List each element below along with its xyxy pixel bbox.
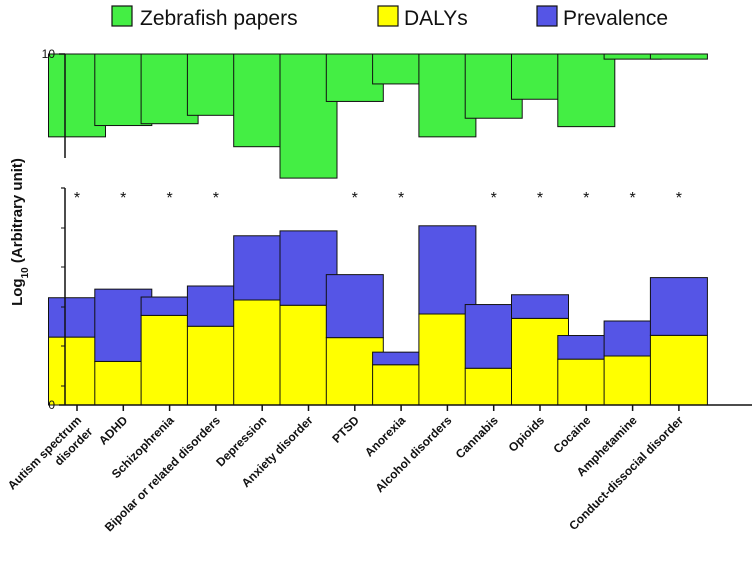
bar-prevalence-conduct-dissocial-disorder: [649, 277, 708, 336]
x-label-ptsd: PTSD: [329, 413, 362, 446]
bar-prevalence-opioids: [511, 294, 569, 319]
significance-marker: *: [166, 190, 172, 207]
y-axis-label: Log10 (Arbitrary unit): [9, 158, 31, 306]
significance-marker: *: [74, 190, 80, 207]
y-label-subscript: 10: [20, 267, 31, 279]
significance-marker: *: [537, 190, 543, 207]
significance-marker: *: [352, 190, 358, 207]
legend-swatch-zebrafish-papers: [111, 5, 133, 27]
bar-dalys-conduct-dissocial-disorder: [649, 334, 708, 406]
significance-marker: *: [120, 190, 126, 207]
y-label-prefix: Log: [9, 278, 26, 306]
x-label-opioids: Opioids: [506, 413, 548, 455]
bottom-panel: [48, 225, 708, 406]
x-label-line: PTSD: [329, 413, 362, 446]
bar-prevalence-alcohol-disorders: [418, 225, 477, 315]
significance-markers: * * * * * * * * * * *: [74, 190, 682, 207]
bar-prevalence-ptsd: [325, 274, 384, 339]
legend-swatch-prevalence: [536, 5, 558, 27]
legend-swatch-dalys: [377, 5, 399, 27]
legend-label-prevalence: Prevalence: [563, 7, 668, 30]
legend-label-zebrafish-papers: Zebrafish papers: [140, 7, 298, 30]
significance-marker: *: [491, 190, 497, 207]
significance-marker: *: [398, 190, 404, 207]
x-label-cannabis: Cannabis: [453, 413, 501, 461]
significance-marker: *: [213, 190, 219, 207]
x-label-line: Cocaine: [551, 413, 594, 456]
x-label-line: ADHD: [96, 413, 131, 448]
legend-label-dalys: DALYs: [404, 7, 468, 30]
x-label-line: Opioids: [506, 413, 548, 455]
significance-marker: *: [676, 190, 682, 207]
x-label-line: Cannabis: [453, 413, 501, 461]
x-label-line: Anorexia: [362, 413, 408, 459]
top-y-tick-label: 10: [42, 47, 56, 61]
x-label-anorexia: Anorexia: [362, 413, 408, 459]
significance-marker: *: [629, 190, 635, 207]
bottom-y-tick-label: 0: [48, 398, 55, 412]
top-panel: [48, 53, 708, 179]
significance-marker: *: [583, 190, 589, 207]
y-label-suffix: (Arbitrary unit): [9, 158, 26, 267]
bar-zebrafish-cocaine: [557, 53, 616, 128]
bar-zebrafish-conduct-dissocial-disorder: [649, 53, 708, 60]
x-label-adhd: ADHD: [96, 413, 131, 448]
axes: 10 0: [42, 47, 752, 412]
legend: Zebrafish papers DALYs Prevalence: [111, 5, 668, 30]
x-label-cocaine: Cocaine: [551, 413, 594, 456]
